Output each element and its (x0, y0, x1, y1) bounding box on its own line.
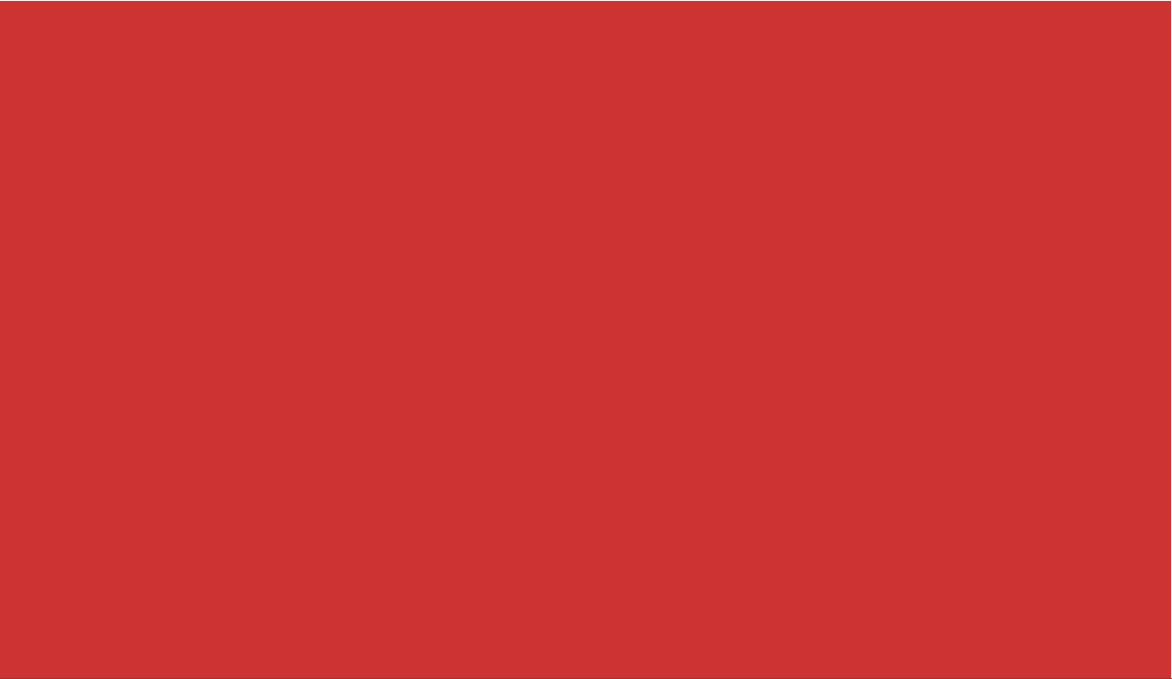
top-edge-highlight (0, 0, 1172, 1)
